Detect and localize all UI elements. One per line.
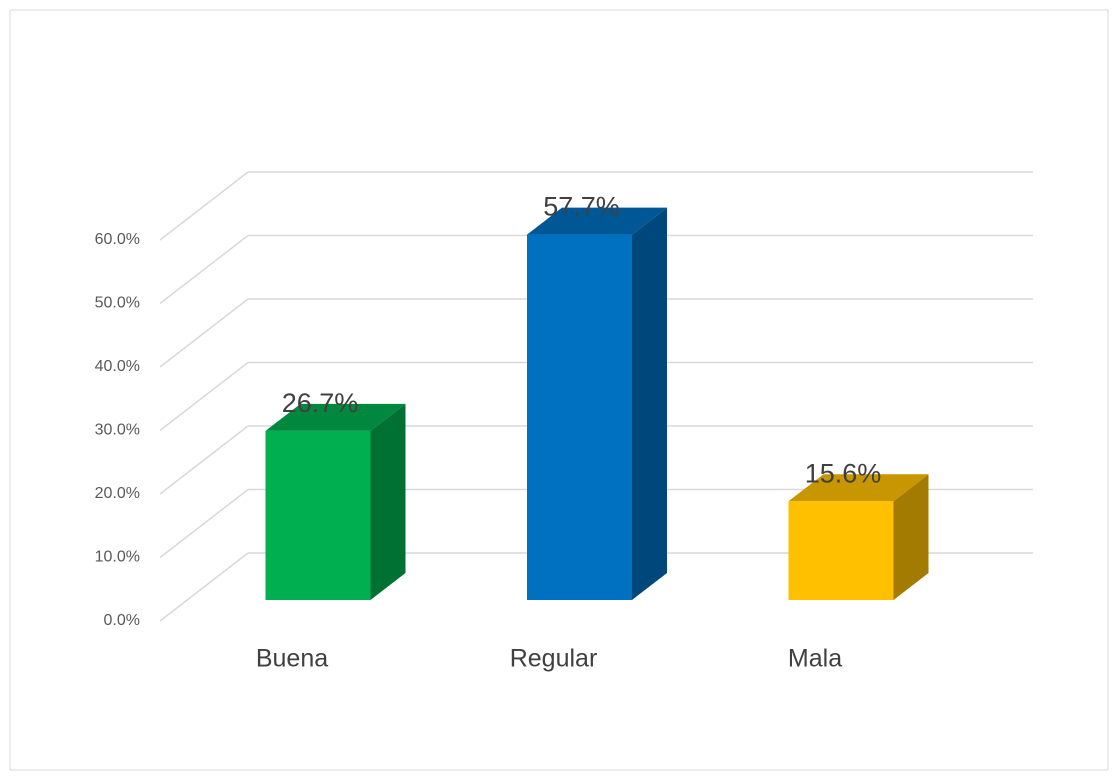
grid-line-depth xyxy=(159,234,249,305)
y-tick-label: 20.0% xyxy=(95,485,140,502)
y-tick-label: 40.0% xyxy=(95,358,140,375)
data-label: 57.7% xyxy=(543,192,620,222)
data-label: 15.6% xyxy=(805,458,882,488)
bar-top xyxy=(527,207,667,235)
bar xyxy=(527,234,632,601)
grid-line-depth xyxy=(159,171,249,241)
grid-line-depth xyxy=(159,425,249,495)
grid-line-depth xyxy=(159,488,249,559)
bar xyxy=(788,501,894,600)
bar-side xyxy=(370,403,406,600)
x-tick-label: Buena xyxy=(256,645,328,673)
bar-side xyxy=(893,474,929,600)
grid-line-depth xyxy=(159,361,249,432)
x-tick-label: Mala xyxy=(788,645,842,673)
bar xyxy=(265,430,371,600)
y-tick-label: 30.0% xyxy=(95,422,140,439)
bar-side xyxy=(632,207,667,601)
grid-line-depth xyxy=(159,552,249,622)
grid-line-depth xyxy=(159,298,249,368)
y-tick-label: 50.0% xyxy=(95,295,140,312)
bar-top xyxy=(788,474,929,502)
y-tick-label: 10.0% xyxy=(95,549,140,566)
y-tick-label: 60.0% xyxy=(95,231,140,248)
y-tick-label: 0.0% xyxy=(104,612,140,629)
x-tick-label: Regular xyxy=(510,645,598,673)
bar-top xyxy=(265,403,406,431)
data-label: 26.7% xyxy=(282,388,359,418)
